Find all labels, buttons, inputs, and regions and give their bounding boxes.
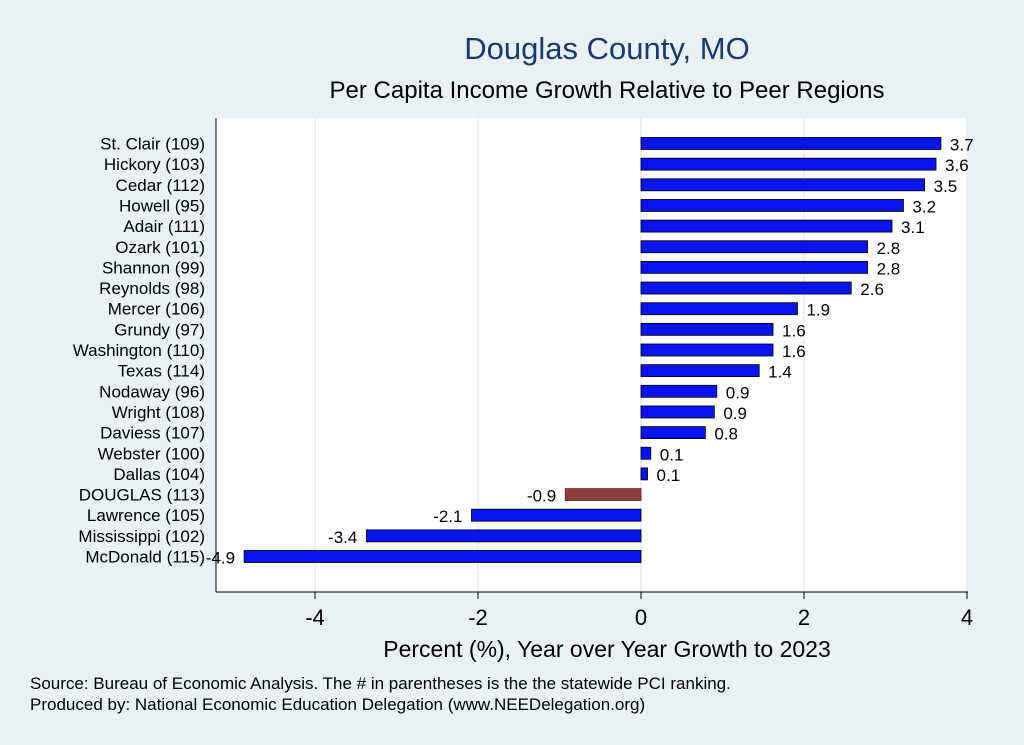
bars xyxy=(243,137,942,563)
category-label: Hickory (103) xyxy=(104,155,205,174)
category-label: Lawrence (105) xyxy=(87,506,205,525)
category-label: Cedar (112) xyxy=(116,176,205,195)
bar xyxy=(243,550,642,563)
value-label: 3.7 xyxy=(950,136,974,155)
value-label: 0.8 xyxy=(714,425,738,444)
bar xyxy=(365,529,642,543)
bar xyxy=(640,446,652,460)
value-label: -2.1 xyxy=(433,507,462,526)
value-label: 2.6 xyxy=(860,280,884,299)
bar xyxy=(640,467,648,481)
value-label: 1.4 xyxy=(768,363,792,382)
category-label: Grundy (97) xyxy=(114,320,205,339)
category-label: Shannon (99) xyxy=(102,258,205,277)
category-label: Daviess (107) xyxy=(100,424,205,443)
category-label: Washington (110) xyxy=(73,341,205,360)
x-tick-label: -2 xyxy=(468,605,488,630)
value-label: 1.6 xyxy=(782,321,806,340)
value-label: 1.6 xyxy=(782,342,806,361)
value-label: 0.9 xyxy=(726,383,750,402)
source-note: Source: Bureau of Economic Analysis. The… xyxy=(30,674,731,693)
value-label: 3.5 xyxy=(934,177,958,196)
value-label: 0.1 xyxy=(660,445,684,464)
x-tick-label: -4 xyxy=(305,605,325,630)
value-label: 2.8 xyxy=(877,259,901,278)
x-tick-label: 0 xyxy=(635,605,647,630)
category-label: Adair (111) xyxy=(123,217,205,236)
bar xyxy=(640,405,715,419)
category-label: Dallas (104) xyxy=(113,465,205,484)
bar xyxy=(640,157,937,171)
category-label: Texas (114) xyxy=(117,362,205,381)
category-labels: St. Clair (109)Hickory (103) Cedar (112)H… xyxy=(73,135,205,567)
value-label: 3.1 xyxy=(901,218,925,237)
bar xyxy=(640,260,868,274)
category-label: Reynolds (98) xyxy=(99,279,205,298)
bar xyxy=(640,219,893,233)
category-label: Nodaway (96) xyxy=(99,382,205,401)
value-labels: 3.73.63.53.23.12.82.82.61.91.61.61.40.90… xyxy=(206,136,974,568)
value-label: 1.9 xyxy=(806,301,830,320)
value-label: 0.9 xyxy=(723,404,747,423)
bar xyxy=(640,384,718,398)
value-label: -3.4 xyxy=(328,528,357,547)
value-label: -4.9 xyxy=(206,549,235,568)
x-tick-label: 2 xyxy=(798,605,810,630)
bar xyxy=(640,199,904,212)
x-axis-label: Percent (%), Year over Year Growth to 20… xyxy=(383,636,831,662)
value-label: 3.6 xyxy=(945,156,969,175)
category-label: Webster (100) xyxy=(98,444,205,463)
bar xyxy=(640,137,942,150)
category-label: McDonald (115) xyxy=(85,548,205,567)
bar xyxy=(640,364,760,378)
producer-note: Produced by: National Economic Education… xyxy=(30,695,645,714)
x-tick-label: 4 xyxy=(961,605,973,630)
bar xyxy=(640,426,706,440)
bar xyxy=(640,281,852,295)
bar xyxy=(640,343,774,357)
bar xyxy=(640,240,868,254)
category-label: Ozark (101) xyxy=(115,238,205,257)
category-label: St. Clair (109) xyxy=(100,135,205,154)
value-label: 2.8 xyxy=(877,239,901,258)
x-ticks: -4 -2 0 2 4 xyxy=(305,592,973,630)
value-label: 0.1 xyxy=(657,466,681,485)
chart-subtitle: Per Capita Income Growth Relative to Pee… xyxy=(330,77,885,104)
category-label: Mississippi (102) xyxy=(78,527,205,546)
bar xyxy=(640,302,798,316)
category-label: DOUGLAS (113) xyxy=(79,486,205,505)
category-label: Mercer (106) xyxy=(108,300,205,319)
value-label: -0.9 xyxy=(527,487,556,506)
bar xyxy=(640,178,926,192)
chart-title: Douglas County, MO xyxy=(464,31,749,66)
bar xyxy=(640,322,774,336)
value-label: 3.2 xyxy=(912,197,936,216)
bar xyxy=(471,508,642,522)
category-label: Howell (95) xyxy=(119,196,205,215)
category-label: Wright (108) xyxy=(112,403,205,422)
bar-highlight xyxy=(564,488,642,501)
